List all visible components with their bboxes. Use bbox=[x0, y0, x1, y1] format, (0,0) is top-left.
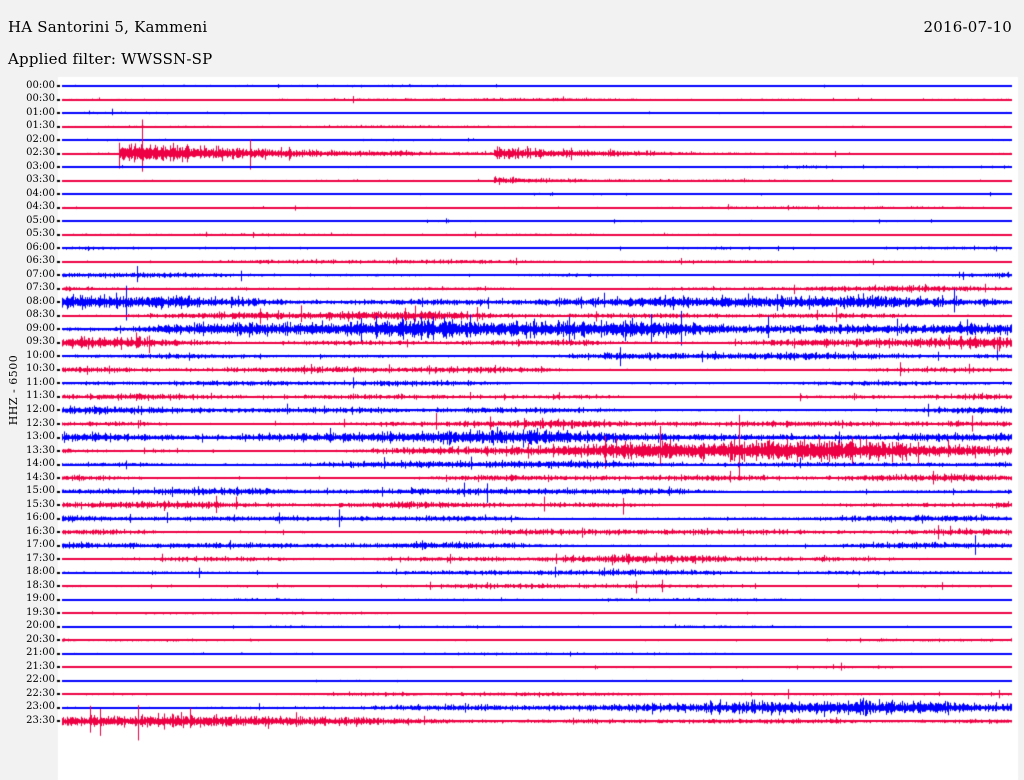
time-tick-label: 20:30 bbox=[26, 633, 55, 645]
time-tick-label: 13:30 bbox=[26, 444, 55, 456]
time-tick-label: 04:30 bbox=[26, 201, 55, 213]
time-tick-label: 08:00 bbox=[26, 295, 55, 307]
time-tick-label: 12:30 bbox=[26, 417, 55, 429]
time-tick-label: 16:00 bbox=[26, 512, 55, 524]
time-tick-label: 11:30 bbox=[26, 390, 55, 402]
time-tick-label: 07:00 bbox=[26, 268, 55, 280]
time-tick-label: 13:00 bbox=[26, 431, 55, 443]
time-tick-label: 11:00 bbox=[26, 376, 55, 388]
time-tick-label: 04:00 bbox=[26, 187, 55, 199]
time-tick-label: 19:30 bbox=[26, 606, 55, 618]
time-tick-label: 22:00 bbox=[26, 674, 55, 686]
time-tick-label: 12:00 bbox=[26, 403, 55, 415]
time-tick-label: 05:00 bbox=[26, 214, 55, 226]
time-tick-label: 23:00 bbox=[26, 701, 55, 713]
time-tick-label: 18:00 bbox=[26, 566, 55, 578]
time-axis-labels: 00:00 00:30 01:00 01:30 02:00 02:30 03:00 03:30… bbox=[0, 0, 62, 780]
time-tick-label: 22:30 bbox=[26, 687, 55, 699]
time-tick-label: 00:30 bbox=[26, 93, 55, 105]
time-tick-label: 10:30 bbox=[26, 363, 55, 375]
time-tick-label: 15:30 bbox=[26, 498, 55, 510]
time-tick-label: 16:30 bbox=[26, 525, 55, 537]
time-tick-label: 05:30 bbox=[26, 228, 55, 240]
time-tick-label: 14:00 bbox=[26, 458, 55, 470]
time-tick-label: 19:00 bbox=[26, 593, 55, 605]
time-tick-label: 23:30 bbox=[26, 714, 55, 726]
time-tick-label: 20:00 bbox=[26, 620, 55, 632]
time-tick-label: 09:30 bbox=[26, 336, 55, 348]
time-tick-label: 17:00 bbox=[26, 539, 55, 551]
time-tick-label: 01:00 bbox=[26, 106, 55, 118]
time-tick-label: 21:00 bbox=[26, 647, 55, 659]
time-tick-label: 08:30 bbox=[26, 309, 55, 321]
time-tick-label: 10:00 bbox=[26, 349, 55, 361]
time-tick-label: 03:30 bbox=[26, 174, 55, 186]
time-tick-label: 02:00 bbox=[26, 133, 55, 145]
time-tick-label: 07:30 bbox=[26, 282, 55, 294]
time-tick-label: 02:30 bbox=[26, 147, 55, 159]
time-tick-label: 18:30 bbox=[26, 579, 55, 591]
time-tick-label: 06:30 bbox=[26, 255, 55, 267]
time-tick-label: 09:00 bbox=[26, 322, 55, 334]
time-tick-label: 14:30 bbox=[26, 471, 55, 483]
time-tick-label: 03:00 bbox=[26, 160, 55, 172]
time-tick-label: 21:30 bbox=[26, 660, 55, 672]
time-tick-label: 00:00 bbox=[26, 79, 55, 91]
time-tick-label: 15:00 bbox=[26, 485, 55, 497]
time-tick-label: 06:00 bbox=[26, 241, 55, 253]
time-tick-label: 17:30 bbox=[26, 552, 55, 564]
time-tick-label: 01:30 bbox=[26, 120, 55, 132]
